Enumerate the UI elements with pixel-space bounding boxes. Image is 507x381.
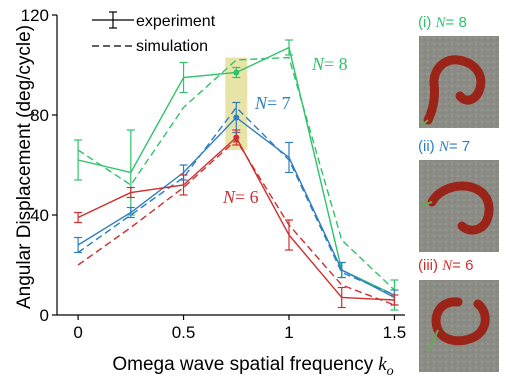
series-6 <box>74 129 399 309</box>
panel-n7-value: = 7 <box>449 138 470 155</box>
panel-n8-symbol: N <box>435 15 447 31</box>
series-labels: N= 8N= 7N= 6 <box>222 54 348 207</box>
panel-n8-robot <box>423 55 486 125</box>
panel-n7-robot <box>427 181 494 235</box>
series-label-symbol: N <box>311 54 325 74</box>
snapshot-panels: (i) N= 8 (ii) N= 7 (iii) N= 6 <box>418 14 499 372</box>
panel-n7-symbol: N <box>438 139 450 155</box>
legend: experiment simulation <box>92 11 216 55</box>
panel-n8-label: (i) N= 8 <box>418 14 467 31</box>
highlight-point <box>233 134 240 141</box>
panel-n7-tether <box>420 201 433 207</box>
panel-n8-tether <box>420 119 429 127</box>
panel-n8: (i) N= 8 <box>418 14 499 128</box>
x-tick-label: 1.5 <box>383 323 407 342</box>
panel-n6-prefix: (iii) <box>418 257 442 274</box>
panel-n7-label: (ii) N= 7 <box>418 138 470 155</box>
panel-n7: (ii) N= 7 <box>418 138 499 252</box>
axes: 0 40 80 120 0 0.5 1 1.5 <box>21 6 407 342</box>
y-tick-label: 120 <box>21 6 49 25</box>
simulation-line <box>77 138 395 306</box>
y-axis-title: Angular Displacement (deg/cycle) <box>14 25 35 309</box>
x-axis-title: Omega wave spatial frequency ko <box>112 354 393 379</box>
x-axis-title-text: Omega wave spatial frequency <box>112 354 373 375</box>
x-tick-label: 0 <box>73 323 82 342</box>
x-axis-title-symbol: k <box>378 354 387 375</box>
panel-n6-value: = 6 <box>452 257 473 274</box>
panel-n6-robot <box>431 297 490 346</box>
series-label: N= 8 <box>311 54 348 74</box>
x-tick-label: 1 <box>284 323 293 342</box>
series-label-value: = 6 <box>235 187 259 207</box>
panel-n8-prefix: (i) <box>418 14 436 31</box>
panel-n6-tether <box>427 329 439 353</box>
x-axis-title-subscript: o <box>387 364 394 379</box>
y-tick-label: 0 <box>40 306 49 325</box>
series-label-value: = 7 <box>267 93 291 113</box>
series-label-value: = 8 <box>324 54 348 74</box>
panel-n6-symbol: N <box>441 258 453 274</box>
series-label-symbol: N <box>222 187 236 207</box>
panel-n8-value: = 8 <box>446 14 467 31</box>
panel-n6-label: (iii) N= 6 <box>418 257 473 274</box>
series-layer <box>74 39 399 311</box>
highlight-point <box>233 114 240 121</box>
legend-experiment-label: experiment <box>136 13 216 30</box>
x-tick-label: 0.5 <box>172 323 196 342</box>
y-tick-label: 80 <box>30 106 49 125</box>
series-label: N= 6 <box>222 187 259 207</box>
series-label-symbol: N <box>254 93 268 113</box>
panel-n7-prefix: (ii) <box>418 138 439 155</box>
panel-n6: (iii) N= 6 <box>418 257 499 372</box>
legend-simulation-label: simulation <box>136 38 208 55</box>
highlight-point <box>233 69 240 76</box>
series-label: N= 7 <box>254 93 291 113</box>
y-tick-label: 40 <box>30 206 49 225</box>
